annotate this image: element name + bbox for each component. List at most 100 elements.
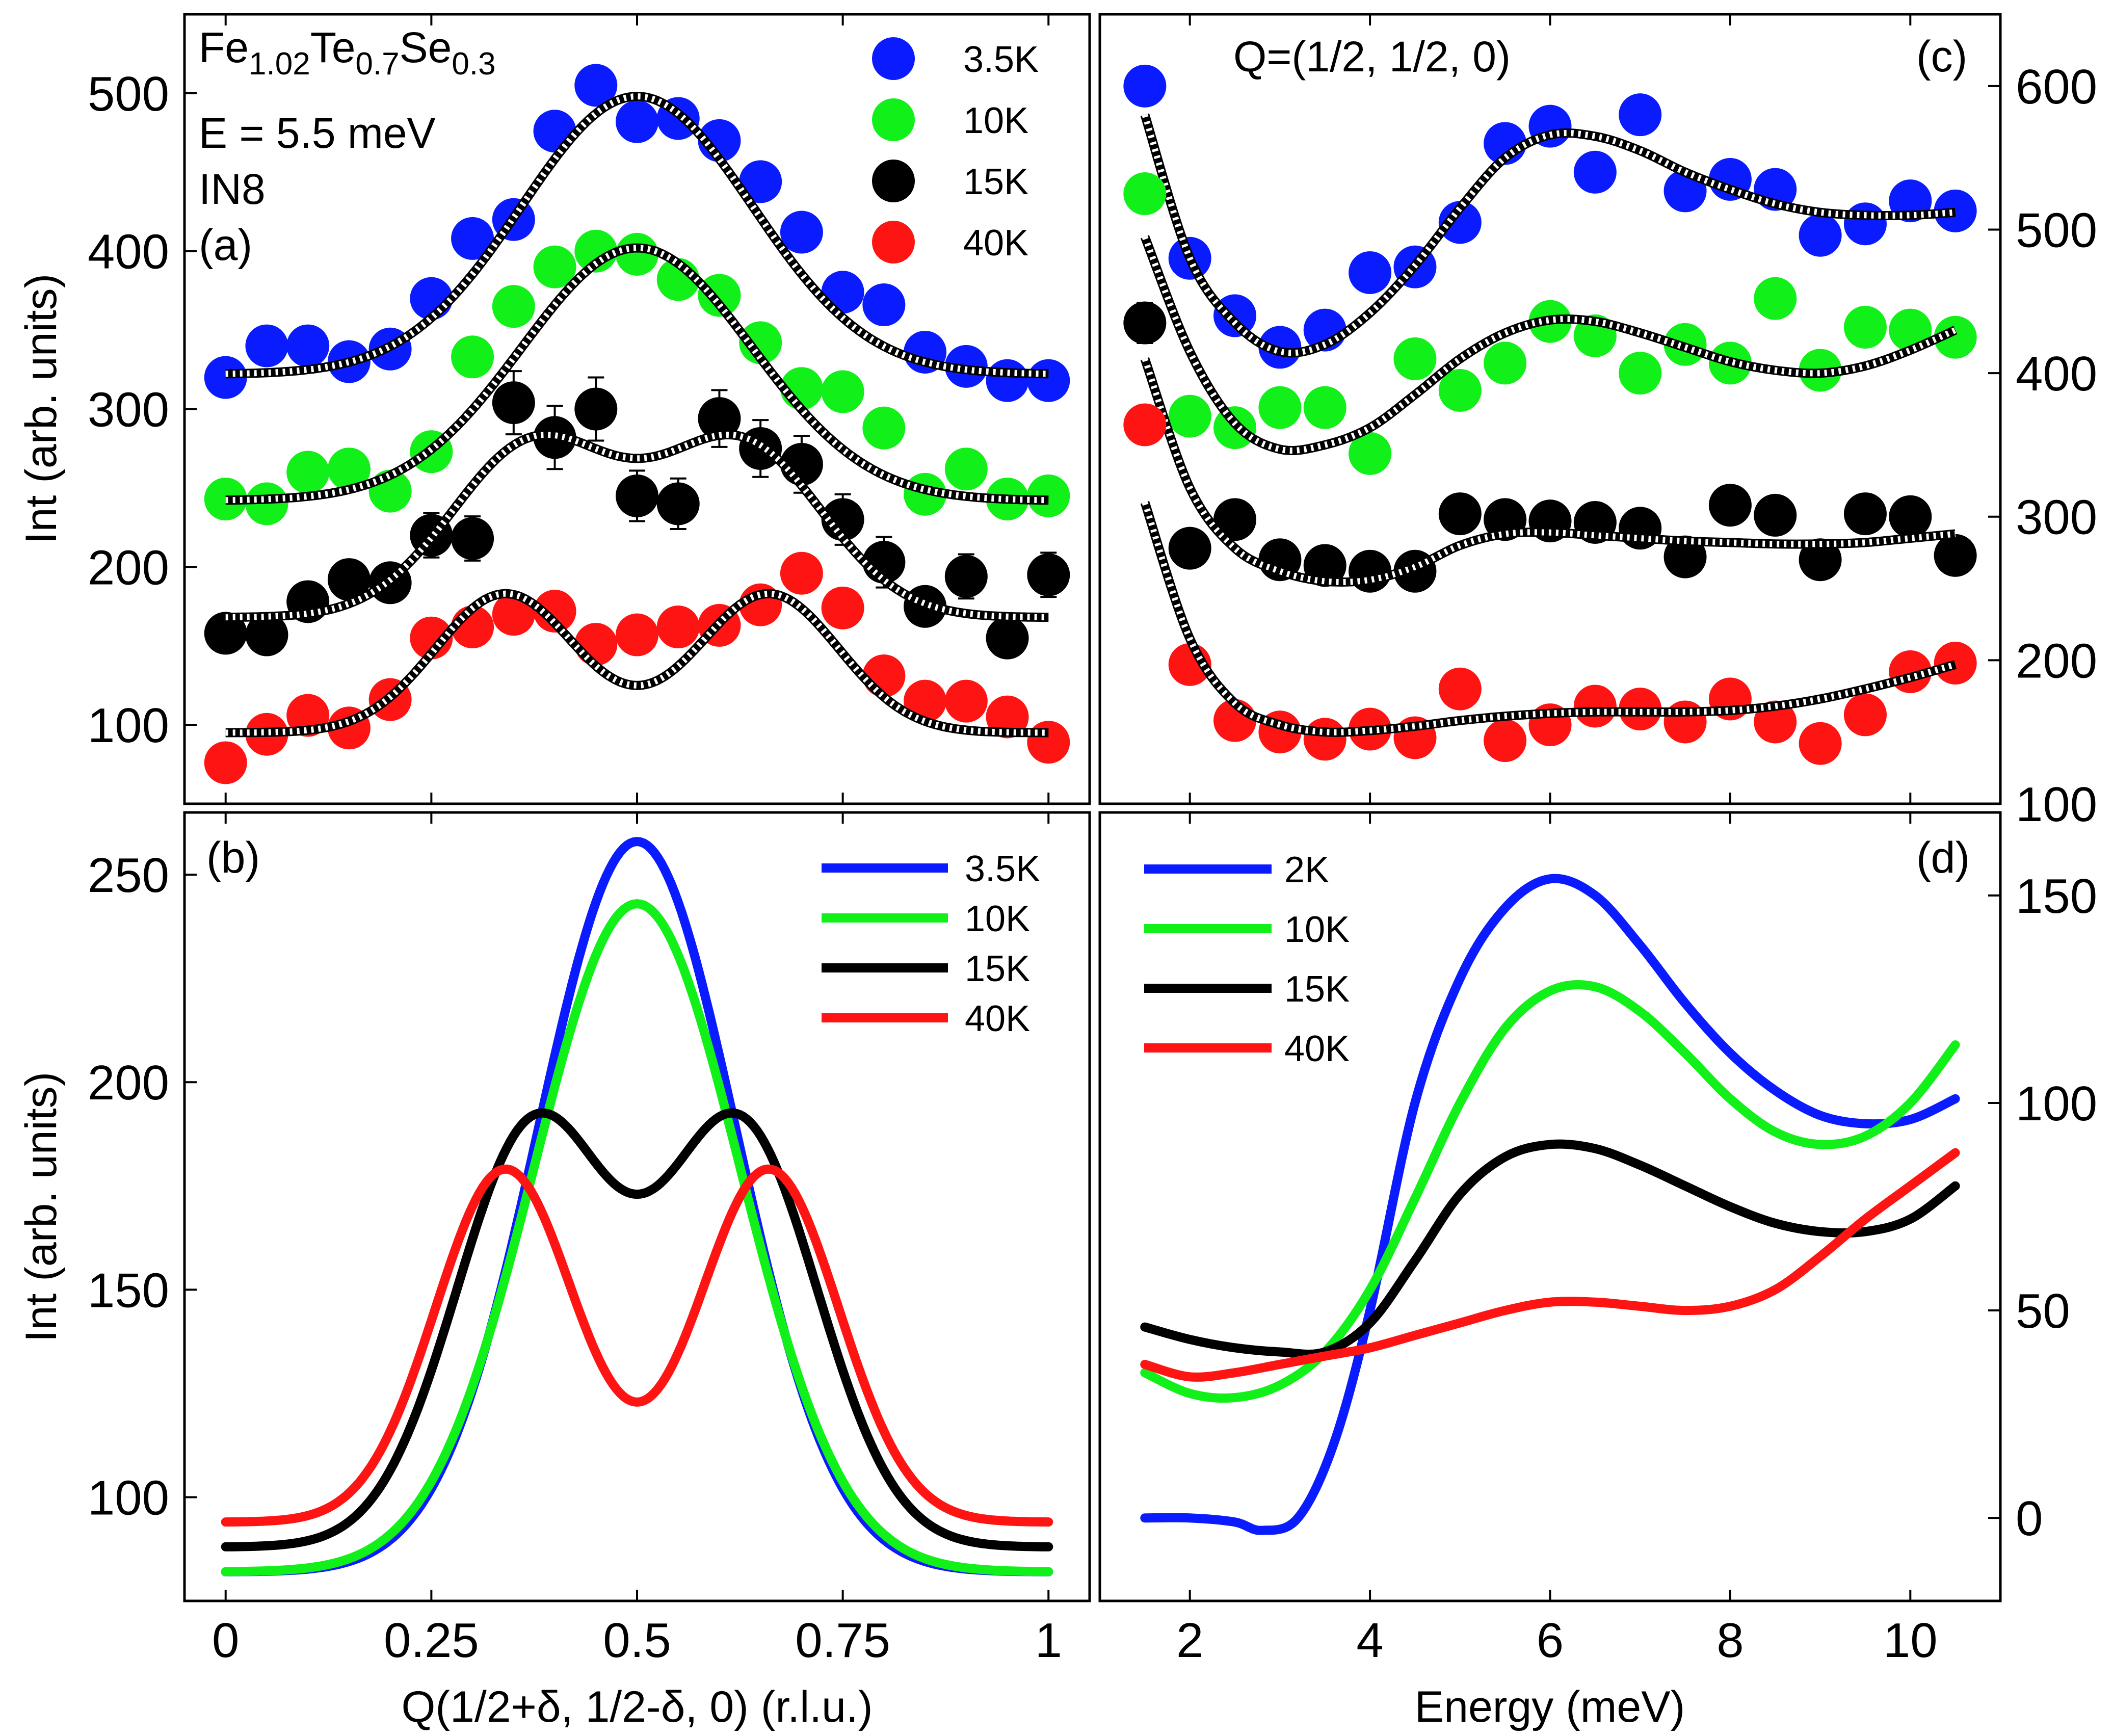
legend-label: 40K — [965, 998, 1030, 1039]
data-point — [698, 274, 741, 317]
data-point — [327, 448, 371, 491]
panel-d: 0 50 100 150 2 4 6 8 10 (d) 2K 10K 15K 40K — [1098, 811, 2097, 1668]
data-point — [1349, 251, 1392, 294]
data-point — [1889, 495, 1932, 538]
instrument-annotation: IN8 — [199, 165, 266, 213]
data-point — [1708, 484, 1752, 527]
x-tick-label: 1 — [1035, 1613, 1062, 1668]
data-point — [451, 217, 494, 260]
energy-annotation: E = 5.5 meV — [199, 109, 436, 157]
data-point — [286, 451, 330, 494]
fit-line — [1142, 357, 1956, 586]
series-3.5K — [1123, 64, 1977, 369]
series-10K — [1123, 172, 1977, 475]
fit-line — [1142, 114, 1956, 356]
data-point — [1934, 315, 1977, 359]
y-axis-title-top: Int (arb. units) — [17, 274, 66, 544]
series-3.5K — [204, 64, 1070, 402]
fit-line-outline — [225, 243, 1049, 505]
data-point — [1934, 189, 1977, 232]
series-line-15K — [221, 1108, 1053, 1551]
legend-label: 3.5K — [965, 849, 1040, 889]
legend-label: 10K — [963, 100, 1028, 141]
x-tick-label: 10 — [1883, 1613, 1938, 1668]
data-point — [1123, 301, 1167, 345]
data-point — [1934, 534, 1977, 577]
fit-line — [1142, 501, 1957, 735]
y-axis-title-bottom: Int (arb. units) — [17, 1072, 66, 1343]
legend-label: 3.5K — [963, 39, 1039, 80]
data-point — [1799, 214, 1842, 257]
x-tick-label: 4 — [1356, 1613, 1383, 1668]
panel-c: 100 200 300 400 500 600 Q=(1/2, 1/2, 0) (c) — [1098, 13, 2097, 832]
data-point — [1799, 538, 1842, 582]
data-point — [1303, 386, 1346, 429]
series-line-10K — [221, 899, 1053, 1576]
data-point — [780, 211, 823, 254]
y-tick-label: 500 — [2016, 203, 2097, 257]
data-point — [1258, 386, 1302, 429]
fit-line — [225, 590, 1049, 736]
series-line-40K — [1140, 1148, 1960, 1382]
y-tick-label: 400 — [2016, 347, 2097, 401]
x-tick-label: 2 — [1176, 1613, 1203, 1668]
data-point — [739, 160, 782, 203]
data-point — [410, 616, 453, 660]
data-point — [451, 335, 494, 379]
data-point — [1663, 535, 1707, 578]
legend-marker-15K — [872, 160, 915, 202]
series-15K — [1123, 301, 1977, 593]
data-point — [821, 370, 864, 413]
data-point — [492, 381, 535, 425]
data-point — [656, 482, 700, 525]
panel-label: (d) — [1916, 833, 1970, 882]
data-point — [1123, 64, 1167, 108]
data-point — [245, 613, 288, 656]
data-point — [1843, 305, 1887, 349]
data-point — [616, 232, 658, 276]
data-point — [204, 741, 247, 784]
data-point — [1349, 432, 1392, 475]
data-point — [1754, 493, 1797, 537]
data-point — [1619, 93, 1662, 137]
y-tick-label: 400 — [88, 225, 169, 279]
fit-line — [225, 93, 1049, 377]
y-tick-label: 100 — [2016, 1076, 2097, 1131]
x-tick-label: 0.5 — [603, 1613, 671, 1668]
y-tick-label: 200 — [88, 540, 169, 595]
data-point — [616, 474, 658, 517]
data-point — [944, 448, 988, 491]
x-tick-label: 0 — [212, 1613, 239, 1668]
data-point — [204, 612, 247, 655]
formula-subscript: 0.3 — [452, 46, 495, 82]
data-point — [1573, 685, 1617, 728]
data-point — [574, 64, 618, 107]
series-line-15K — [1140, 1139, 1960, 1359]
panel-label: (b) — [206, 833, 260, 882]
data-point — [944, 555, 988, 598]
formula-element: Te — [310, 23, 356, 71]
x-axis-title-left: Q(1/2+δ, 1/2-δ, 0) (r.l.u.) — [402, 1682, 873, 1731]
data-point — [1484, 341, 1527, 385]
data-point — [1438, 492, 1482, 536]
formula-subscript: 0.7 — [355, 46, 399, 82]
y-tick-label: 150 — [2016, 869, 2097, 924]
data-point — [862, 406, 906, 450]
y-tick-label: 100 — [2016, 777, 2097, 832]
legend-label: 2K — [1284, 850, 1329, 890]
data-point — [616, 613, 658, 656]
data-point — [574, 623, 618, 666]
fit-line — [1142, 235, 1957, 454]
data-point — [204, 356, 247, 399]
x-tick-label: 0.25 — [384, 1613, 479, 1668]
y-tick-label: 100 — [88, 1470, 169, 1525]
data-point — [1438, 667, 1482, 711]
data-point — [986, 616, 1029, 660]
data-point — [1843, 693, 1887, 737]
x-tick-label: 6 — [1537, 1613, 1564, 1668]
legend-label: 15K — [965, 949, 1030, 989]
data-point — [533, 245, 576, 288]
data-point — [1843, 492, 1887, 536]
data-point — [1484, 719, 1527, 762]
